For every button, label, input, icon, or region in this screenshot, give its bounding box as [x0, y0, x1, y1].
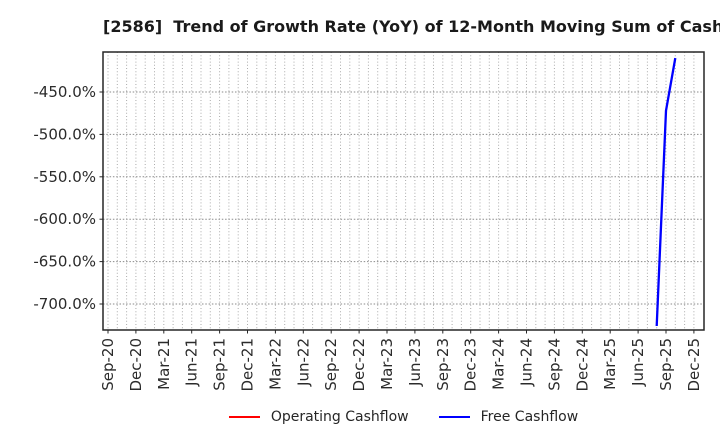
y-tick-label: -600.0%	[33, 210, 96, 228]
y-tick-label: -550.0%	[33, 168, 96, 186]
x-tick-label: Jun-22	[294, 338, 312, 387]
x-tick-label: Mar-25	[601, 338, 619, 390]
free-cashflow-line	[655, 57, 677, 327]
x-tick-label: Sep-24	[545, 338, 563, 391]
x-tick-label: Dec-25	[685, 338, 703, 392]
x-tick-label: Jun-25	[629, 338, 647, 387]
y-tick-label: -500.0%	[33, 125, 96, 143]
y-tick-label: -700.0%	[33, 295, 96, 313]
x-tick-label: Sep-22	[322, 338, 340, 391]
x-tick-label: Mar-24	[490, 338, 508, 390]
x-tick-label: Jun-21	[183, 338, 201, 387]
plot-border	[102, 51, 705, 331]
y-tick-label: -650.0%	[33, 253, 96, 271]
chart-title: [2586] Trend of Growth Rate (YoY) of 12-…	[103, 17, 720, 36]
x-tick-label: Jun-23	[406, 338, 424, 387]
legend: Operating Cashflow Free Cashflow	[103, 406, 704, 428]
x-tick-label: Dec-24	[573, 338, 591, 392]
legend-item-free-cashflow: Free Cashflow	[438, 409, 579, 425]
x-tick-label: Mar-22	[266, 338, 284, 390]
x-tick-label: Sep-25	[657, 338, 675, 391]
x-tick-label: Sep-23	[434, 338, 452, 391]
x-tick-label: Dec-20	[127, 338, 145, 392]
legend-label-free: Free Cashflow	[480, 409, 579, 425]
x-tick-label: Mar-21	[155, 338, 173, 390]
x-tick-label: Dec-23	[462, 338, 480, 392]
y-tick-label: -450.0%	[33, 83, 96, 101]
x-tick-label: Dec-22	[350, 338, 368, 392]
x-tick-label: Jun-24	[518, 338, 536, 387]
x-tick-label: Sep-20	[99, 338, 117, 391]
legend-line-swatch-free	[438, 415, 470, 419]
x-tick-label: Dec-21	[239, 338, 257, 392]
legend-item-operating-cashflow: Operating Cashflow	[228, 409, 409, 425]
x-tick-label: Mar-23	[378, 338, 396, 390]
legend-label-operating: Operating Cashflow	[270, 409, 409, 425]
x-tick-label: Sep-21	[211, 338, 229, 391]
legend-line-swatch-operating	[228, 415, 260, 419]
